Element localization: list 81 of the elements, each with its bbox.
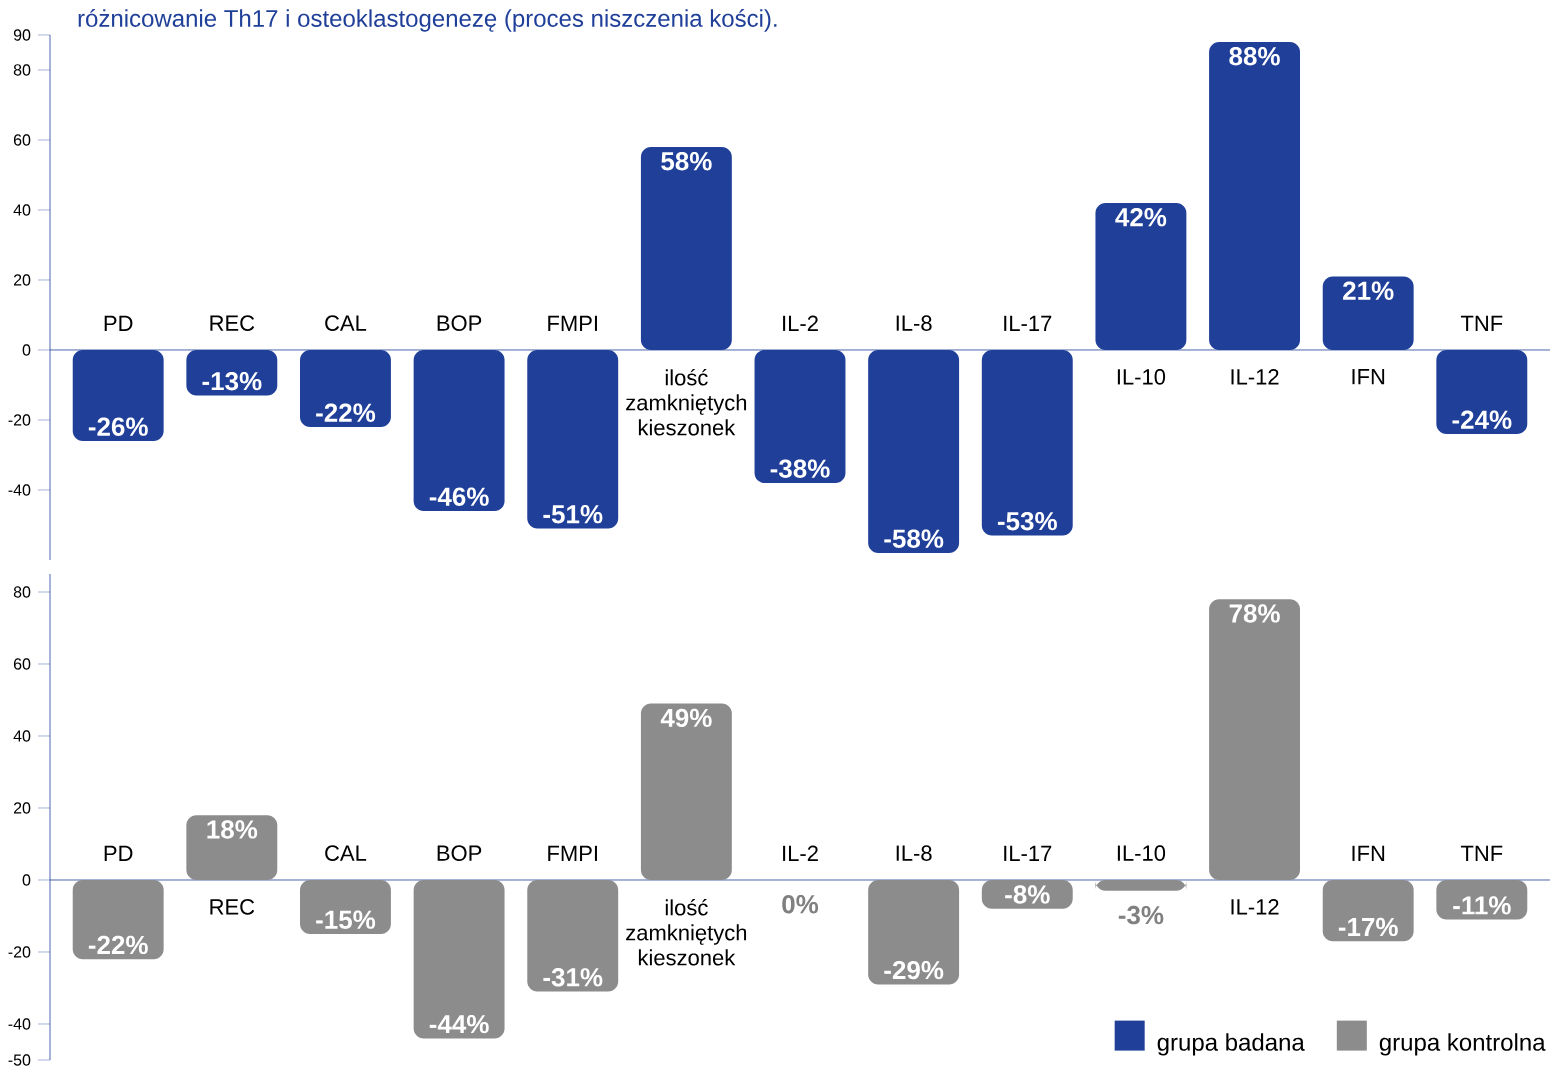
y-tick-label: 40 <box>13 730 31 742</box>
y-tick-label: 60 <box>13 134 31 146</box>
x-tick-label: PD <box>104 315 133 331</box>
x-tick-label: IL-17 <box>1004 315 1052 331</box>
y-tick-label: 20 <box>13 274 31 286</box>
x-tick-label: IL-12 <box>1231 369 1279 385</box>
data-label: 42% <box>1115 208 1167 227</box>
data-label: -17% <box>1338 917 1398 937</box>
y-tick-label: 20 <box>13 802 31 814</box>
bar <box>413 879 505 1039</box>
y-tick-label: -50 <box>8 1054 31 1066</box>
data-label: -31% <box>543 968 603 987</box>
x-tick-label: IL-10 <box>1117 369 1166 385</box>
data-label: -26% <box>88 417 148 436</box>
bar <box>527 879 619 992</box>
data-label: -44% <box>429 1015 489 1034</box>
data-label: 78% <box>1229 604 1280 623</box>
x-tick-label: IL-8 <box>896 315 932 331</box>
data-label: 18% <box>207 820 258 839</box>
data-label: -46% <box>429 487 489 506</box>
x-tick-label: IL-12 <box>1231 899 1279 915</box>
x-tick-label: CAL <box>325 845 367 861</box>
legend-label: grupa kontrolna <box>1379 1033 1546 1056</box>
bar <box>1322 879 1414 942</box>
x-tick-label: IL-17 <box>1004 845 1052 861</box>
data-label: -38% <box>770 459 830 478</box>
x-tick-label: IL-8 <box>896 845 932 861</box>
x-tick-label: REC <box>210 315 255 331</box>
data-label: 88% <box>1229 47 1280 66</box>
x-tick-label: REC <box>210 899 255 915</box>
x-tick-label: ilość zamkniętych kieszonek <box>626 369 747 436</box>
data-label: -24% <box>1452 410 1512 429</box>
data-label: -22% <box>316 403 376 422</box>
x-tick-label: TNF <box>1460 845 1503 861</box>
bar <box>300 879 391 934</box>
data-label: -22% <box>88 935 148 955</box>
data-label: 21% <box>1343 281 1394 300</box>
bar <box>868 879 960 985</box>
x-tick-label: BOP <box>437 315 482 331</box>
x-tick-label: IL-2 <box>783 845 818 861</box>
bar <box>186 815 278 880</box>
legend-label: grupa badana <box>1157 1033 1305 1056</box>
y-tick-label: 40 <box>13 204 31 216</box>
data-label: -3% <box>1118 905 1164 925</box>
y-tick-label: -20 <box>8 414 31 426</box>
x-tick-label: IL-2 <box>783 315 818 331</box>
y-tick-label: 80 <box>13 586 31 598</box>
x-tick-label: ilość zamkniętych kieszonek <box>626 899 747 966</box>
data-label: -11% <box>1453 896 1511 915</box>
data-label: -58% <box>884 529 944 548</box>
data-label: 58% <box>661 152 712 171</box>
x-tick-label: CAL <box>325 315 367 331</box>
x-tick-label: IFN <box>1352 369 1385 385</box>
bar <box>72 879 164 960</box>
data-label: -53% <box>997 511 1057 531</box>
x-tick-label: IL-10 <box>1117 845 1166 861</box>
y-tick-label: 0 <box>22 874 31 886</box>
y-tick-label: -40 <box>8 484 31 496</box>
data-label: 0% <box>782 895 819 914</box>
x-tick-label: PD <box>104 845 133 861</box>
bar <box>1436 879 1528 920</box>
y-tick-label: -20 <box>8 946 31 958</box>
x-tick-label: FMPI <box>548 845 597 861</box>
y-tick-label: 80 <box>13 64 31 76</box>
x-tick-label: BOP <box>437 845 482 861</box>
data-label: -15% <box>316 910 376 929</box>
data-label: -29% <box>884 960 944 980</box>
y-tick-label: 0 <box>22 344 31 356</box>
data-label: -51% <box>543 505 603 524</box>
x-tick-label: TNF <box>1460 315 1503 331</box>
chart-title: różnicowanie Th17 i osteoklastogenezę (proces niszczenia kości). <box>78 9 777 32</box>
data-label: -13% <box>202 371 262 391</box>
x-tick-label: IFN <box>1352 845 1385 861</box>
y-tick-label: 60 <box>13 658 31 670</box>
y-tick-label: -40 <box>8 1018 31 1030</box>
y-tick-label: 90 <box>13 29 31 41</box>
bar <box>640 703 732 880</box>
data-label: 49% <box>660 708 712 728</box>
x-tick-label: FMPI <box>548 315 597 331</box>
bar <box>1209 599 1300 880</box>
data-label: -8% <box>1005 885 1050 904</box>
